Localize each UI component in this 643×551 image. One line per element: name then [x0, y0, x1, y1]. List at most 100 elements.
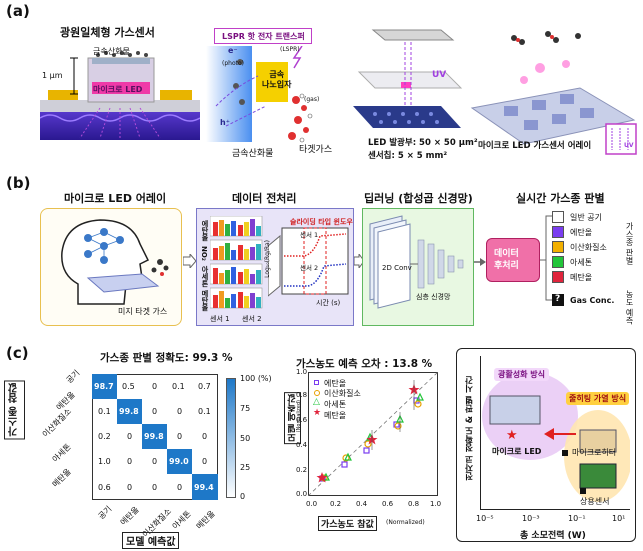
sc-legend-no2: 이산화질소	[324, 389, 361, 398]
sensor-bar-heatmaps	[210, 216, 263, 309]
chip-area-label: 센서칩: 5 × 5 mm²	[368, 151, 448, 161]
sc-y-tick: 0.4	[296, 441, 308, 449]
cnn-illustration	[369, 215, 464, 309]
class-swatch-no2	[552, 241, 564, 253]
cmp-plot-area	[480, 356, 630, 510]
cm-value: 0	[152, 407, 158, 416]
cmp-commercial-marker	[580, 488, 586, 494]
cm-value: 0	[177, 432, 183, 441]
cm-col-air: 공기	[96, 504, 114, 522]
sc-x-label: 가스농도 참값	[318, 516, 377, 531]
conv-layer-label: 2D Conv	[382, 264, 412, 272]
cm-value: 1.0	[98, 457, 111, 466]
cm-value: 0	[152, 457, 158, 466]
deep-learning-heading: 딥러닝 (합성곱 신경망)	[364, 192, 473, 205]
uv-small-label: UV	[624, 142, 634, 149]
sc-title: 가스농도 예측 오차 : 13.8 %	[296, 358, 433, 370]
cm-y-axis-label: 가스종 참값	[4, 380, 25, 440]
cmp-micro-heater-label: 마이크로히터	[572, 448, 617, 457]
sc-plot-area	[308, 372, 438, 496]
cm-cell-2-2	[142, 424, 167, 449]
inset-x-label: 시간 (s)	[316, 299, 341, 307]
head-illustration	[61, 219, 169, 305]
sc-legend-no2-marker	[314, 390, 320, 396]
cm-value: 0.7	[198, 382, 211, 391]
class-name-acetone: 아세톤	[570, 258, 593, 267]
sc-x-tick: 0.6	[382, 500, 394, 508]
row-label-methanol: 메탄올	[201, 290, 209, 311]
cm-title: 가스종 판별 정확도: 99.3 %	[100, 352, 233, 364]
side-classification-label: 가스종 판별	[625, 222, 634, 265]
cm-value: 0	[177, 483, 183, 492]
sc-y-tick: 0.2	[296, 466, 308, 474]
cm-col-ethanol: 에탄올	[118, 505, 141, 528]
cm-value: 0.1	[98, 407, 111, 416]
cm-value: 98.7	[94, 382, 114, 391]
metal-oxide-label: 금속산화물	[93, 47, 130, 56]
sc-legend-acetone: 아세톤	[324, 400, 347, 409]
cm-colorbar	[226, 378, 236, 498]
colorbar-tick: 50	[240, 434, 251, 443]
sc-x-label-small: (Normalized)	[386, 519, 425, 526]
cm-value: 0	[127, 432, 133, 441]
cm-col-methanol: 메탄올	[194, 509, 217, 532]
inset-sensor-1: 센서 1	[300, 231, 319, 239]
cmp-x-tick: 10⁻³	[522, 514, 540, 523]
cm-x-axis-label: 모델 예측값	[122, 532, 180, 549]
realtime-classification-heading: 실시간 가스종 판별	[516, 192, 605, 205]
class-name-air: 일반 공기	[570, 213, 602, 222]
sc-x-tick: 1.0	[430, 500, 442, 508]
comparison-panel	[456, 348, 636, 542]
integrated-sensor-title: 광원일체형 가스센서	[60, 26, 155, 39]
cmp-commercial-label: 상용센서	[580, 497, 610, 506]
class-name-no2: 이산화질소	[570, 243, 607, 252]
lspr-schematic	[206, 46, 313, 143]
sc-marks	[308, 372, 438, 496]
post-to-classes-arrows	[540, 215, 552, 301]
side-concentration-label: 농도 예측	[625, 290, 634, 325]
uv-label: UV	[432, 70, 447, 80]
cmp-micro-heater-marker	[562, 450, 568, 456]
sc-legend-ethanol: 에탄올	[324, 379, 347, 388]
sc-x-tick: 0.8	[408, 500, 420, 508]
cm-value: 99.4	[194, 483, 214, 492]
micro-led-label: 마이크로 LED	[93, 85, 143, 94]
sensor-1-label: 센서 1	[210, 315, 230, 323]
postprocessing-box	[486, 238, 540, 282]
sc-x-tick: 0.0	[306, 500, 318, 508]
deep-network-label: 심층 신경망	[416, 293, 451, 301]
cm-value: 0.6	[98, 483, 111, 492]
device-cross-section	[40, 51, 200, 140]
colorbar-tick: 100 (%)	[240, 374, 272, 383]
cm-value: 0	[127, 483, 133, 492]
cm-value: 0	[202, 457, 208, 466]
sc-legend-methanol-marker: ★	[313, 408, 322, 418]
cm-value: 0	[152, 483, 158, 492]
postprocessing-label: 데이터 후처리	[494, 249, 519, 271]
inset-sensor-2: 센서 2	[300, 264, 319, 272]
cmp-x-tick: 10⁻¹	[568, 514, 586, 523]
cm-value: 0.1	[198, 407, 211, 416]
colorbar-tick: 0	[240, 492, 246, 501]
class-name-ethanol: 에탄올	[570, 228, 593, 237]
class-swatch-air	[552, 211, 564, 223]
cm-value: 99.8	[144, 432, 164, 441]
preprocessing-heading: 데이터 전처리	[232, 192, 297, 205]
flow-arrow-3	[474, 258, 486, 266]
colorbar-tick: 75	[240, 404, 251, 413]
cm-value: 0	[152, 382, 158, 391]
cm-grid	[92, 374, 218, 500]
sc-x-tick: 0.4	[356, 500, 368, 508]
gas-conc-label: Gas Conc.	[570, 296, 615, 305]
gas-conc-box	[552, 294, 564, 306]
electron-label: e⁻	[228, 46, 238, 55]
sc-y-tick: 0.0	[296, 490, 308, 498]
led-area-label: LED 발광부: 50 × 50 μm²	[368, 138, 478, 148]
sc-y-tick: 1.0	[296, 368, 308, 376]
cm-row-acetone: 아세톤	[50, 442, 73, 465]
class-name-methanol: 메탄올	[570, 273, 593, 282]
cm-row-methanol: 메탄올	[50, 467, 73, 490]
cm-value: 0.1	[172, 382, 185, 391]
row-label-ethanol: 에탄올	[201, 220, 209, 241]
cmp-region-arrows	[482, 372, 630, 502]
